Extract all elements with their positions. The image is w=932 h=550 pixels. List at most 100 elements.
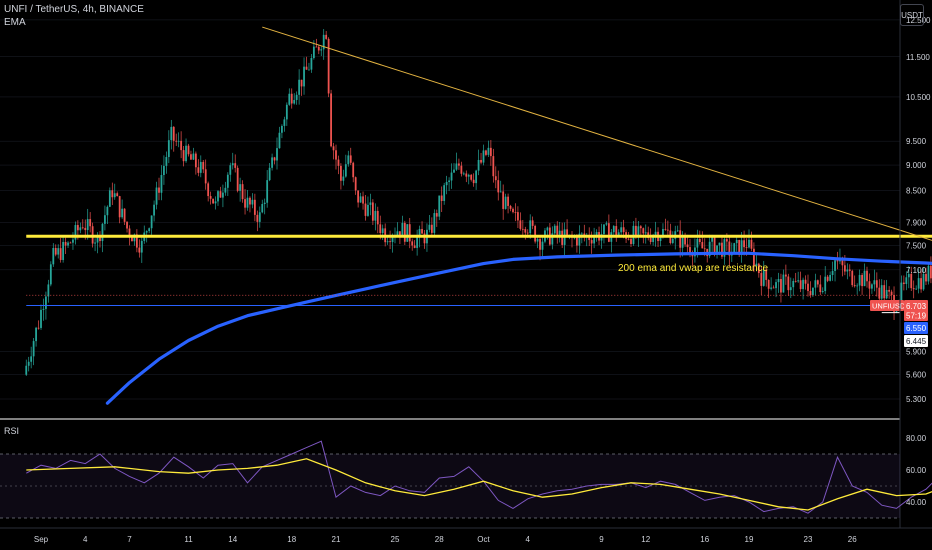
candle-body: [167, 140, 170, 158]
candle-body: [271, 157, 273, 168]
candle-body: [317, 46, 320, 51]
candle-body: [256, 214, 259, 222]
price-axis[interactable]: 12.500 11.500 10.500 9.500 9.000 8.500 7.900 7.…: [870, 16, 931, 404]
time-tick-label: 18: [287, 535, 296, 544]
time-tick-label: 19: [745, 535, 754, 544]
last-price-tag: [904, 300, 928, 321]
white-level-text: 6.445: [906, 337, 927, 346]
candle-body: [725, 239, 728, 242]
candle-body: [622, 227, 625, 233]
quote-currency-button[interactable]: USDT: [900, 4, 924, 26]
annotation-text[interactable]: 200 ema and vwap are resistance: [618, 263, 769, 274]
candle-body: [86, 219, 89, 231]
candle-body: [888, 289, 891, 292]
candle-body: [927, 265, 930, 282]
candle-body: [723, 239, 726, 257]
candle-body: [883, 285, 886, 299]
candle-body: [794, 280, 797, 282]
symbol-tag-text: UNFIUSDT: [872, 302, 910, 311]
candle-body: [880, 285, 883, 299]
candle-body: [487, 147, 490, 155]
candle-body: [489, 147, 492, 157]
time-tick-label: 21: [332, 535, 341, 544]
candle-body: [467, 174, 470, 177]
candle-body: [359, 196, 362, 203]
candle-body: [423, 233, 426, 244]
rsi-pane[interactable]: RSI 80.00 60.00 40.00: [0, 426, 932, 519]
candle-body: [546, 227, 549, 231]
candle-body: [760, 273, 763, 286]
candle-body: [62, 241, 65, 260]
candle-body: [784, 274, 787, 277]
price-tick-labels: 12.500 11.500 10.500 9.500 9.000 8.500 7.900 7.…: [906, 16, 931, 404]
candle-body: [187, 145, 190, 155]
candle-body: [163, 165, 165, 176]
candle-body: [155, 187, 158, 205]
candle-body: [652, 236, 655, 242]
candle-body: [659, 236, 662, 242]
time-tick-label: 7: [127, 535, 132, 544]
candle-body: [816, 280, 819, 285]
candle-body: [541, 241, 544, 250]
candle-body: [418, 228, 421, 238]
candle-body: [226, 174, 229, 188]
candle-body: [740, 240, 743, 256]
candle-body: [635, 225, 637, 236]
candle-body: [878, 287, 881, 299]
time-tick-label: 26: [848, 535, 857, 544]
candle-body: [391, 236, 394, 243]
candle-body: [74, 225, 77, 240]
candle-body: [755, 263, 758, 267]
symbol-title[interactable]: UNFI / TetherUS, 4h, BINANCE: [4, 4, 144, 15]
candle-body: [251, 199, 254, 205]
candle-body: [170, 126, 173, 141]
candle-body: [696, 239, 699, 248]
candle-body: [812, 287, 814, 296]
candle-body: [199, 161, 202, 173]
indicator-label[interactable]: EMA: [4, 17, 26, 28]
candle-body: [126, 221, 128, 229]
time-axis[interactable]: Sep 4 7 11 14 18 21 25 28 Oct 4 9 12 16 19 23 26: [34, 535, 857, 544]
candle-body: [531, 220, 534, 226]
candle-body: [617, 232, 620, 236]
candle-body: [868, 281, 871, 289]
candle-body: [128, 228, 131, 237]
candle-body: [455, 163, 458, 170]
rsi-tick-label: 40.00: [906, 498, 927, 507]
candle-body: [401, 222, 404, 236]
candle-body: [863, 270, 866, 287]
candle-body: [684, 235, 686, 245]
price-tick-label: 8.500: [906, 186, 927, 195]
candle-body: [826, 276, 829, 281]
candle-body: [389, 241, 391, 243]
candle-body: [411, 241, 414, 246]
candle-body: [357, 190, 360, 203]
candle-body: [371, 202, 374, 221]
candle-body: [772, 287, 775, 289]
candle-body: [853, 285, 856, 287]
candle-body: [733, 243, 736, 253]
descending-trendline[interactable]: [262, 26, 932, 314]
candle-body: [654, 231, 657, 237]
candle-body: [445, 181, 448, 186]
candle-body: [470, 174, 473, 180]
candle-body: [249, 197, 251, 205]
candle-body: [160, 175, 163, 193]
candle-body: [140, 240, 143, 253]
candle-body: [310, 58, 313, 70]
candle-body: [750, 239, 753, 249]
candle-body: [106, 206, 109, 216]
candle-body: [514, 212, 517, 213]
candle-body: [180, 140, 183, 151]
candle-body: [246, 197, 249, 208]
candle-body: [539, 238, 541, 250]
candle-body: [403, 222, 406, 242]
candle-body: [922, 273, 925, 290]
candle-body: [578, 233, 581, 246]
price-tick-label: 7.900: [906, 219, 927, 228]
main-pane[interactable]: 200 ema and vwap are resistance: [0, 19, 932, 405]
candle-body: [435, 213, 438, 217]
price-tick-label: 7.500: [906, 242, 927, 251]
candle-body: [298, 79, 301, 95]
candle-body: [925, 273, 927, 282]
